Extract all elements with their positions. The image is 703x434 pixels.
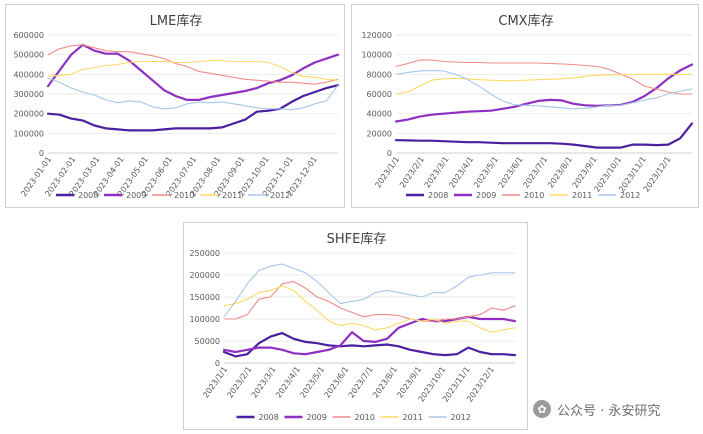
shfe-legend-label-2010: 2010: [355, 413, 375, 422]
shfe-ytick-label: 50000: [195, 337, 220, 346]
lme-legend-label-2012: 2012: [270, 191, 290, 200]
cmx-ytick-label: 60000: [367, 90, 392, 99]
watermark: ✿ 公众号 · 永安研究: [533, 398, 701, 420]
cmx-ytick-label: 100000: [361, 51, 392, 60]
shfe-ytick-label: 200000: [189, 271, 220, 280]
shfe-legend-label-2011: 2011: [403, 413, 423, 422]
lme-ytick-label: 400000: [13, 70, 44, 79]
cmx-legend-label-2010: 2010: [524, 191, 544, 200]
cmx-series-2009: [394, 63, 694, 123]
shfe-chart-panel: SHFE库存 0 50000 100000 150000 200000 250000 2023…: [183, 222, 528, 430]
wechat-icon: ✿: [533, 400, 551, 418]
cmx-series-2008: [394, 122, 694, 149]
cmx-legend-label-2008: 2008: [428, 191, 448, 200]
lme-series-2010: [47, 44, 339, 85]
cmx-legend-label-2012: 2012: [620, 191, 640, 200]
shfe-chart: SHFE库存0500001000001500002000002500002023…: [189, 231, 517, 422]
watermark-text: 公众号 · 永安研究: [557, 403, 661, 419]
shfe-ytick-label: 100000: [189, 315, 220, 324]
lme-legend-label-2009: 2009: [126, 191, 146, 200]
cmx-series-2012: [395, 69, 693, 110]
lme-legend-label-2011: 2011: [222, 191, 242, 200]
lme-series-2011: [47, 60, 339, 81]
lme-title: LME库存: [150, 13, 203, 29]
cmx-chart: CMX库存 0 20000 40000 60000 80000 100000 120000 20…: [361, 13, 694, 200]
lme-legend-label-2010: 2010: [174, 191, 194, 200]
lme-ytick-label: 100000: [13, 129, 44, 138]
cmx-title: CMX库存: [498, 13, 553, 29]
shfe-legend-label-2008: 2008: [259, 413, 279, 422]
lme-series-2008: [46, 84, 340, 132]
cmx-ytick-label: 40000: [367, 110, 392, 119]
shfe-ytick-label: 150000: [189, 293, 220, 302]
lme-chart: LME库存 0 100000 200000 300000 400000 500000 6000…: [13, 13, 340, 200]
shfe-series-2011: [223, 285, 516, 333]
lme-legend-label-2008: 2008: [78, 191, 98, 200]
cmx-series-2011: [395, 73, 693, 95]
shfe-series-2008: [222, 331, 517, 358]
shfe-series-2012: [223, 263, 516, 318]
shfe-title: SHFE库存: [327, 231, 387, 247]
lme-ytick-label: 600000: [13, 31, 44, 40]
lme-ytick-label: 200000: [13, 110, 44, 119]
shfe-legend-label-2012: 2012: [451, 413, 471, 422]
cmx-ytick-label: 0: [387, 149, 392, 158]
cmx-legend-label-2009: 2009: [476, 191, 496, 200]
cmx-ytick-label: 120000: [361, 31, 392, 40]
lme-ytick-label: 300000: [13, 90, 44, 99]
cmx-ytick-label: 80000: [367, 70, 392, 79]
shfe-legend-label-2009: 2009: [307, 413, 327, 422]
shfe-ytick-label: 250000: [189, 249, 220, 258]
shfe-ytick-label: 0: [215, 359, 220, 368]
cmx-legend-label-2011: 2011: [572, 191, 592, 200]
lme-ytick-label: 500000: [13, 51, 44, 60]
shfe-series-2010: [223, 281, 516, 322]
lme-series-2012: [47, 77, 339, 111]
lme-chart-panel: LME库存 0 100000 200000 300000 400000 500000 6000…: [5, 4, 345, 208]
lme-series-2009: [46, 43, 340, 102]
cmx-ytick-label: 20000: [367, 129, 392, 138]
cmx-series-2010: [395, 59, 693, 95]
cmx-chart-panel: CMX库存 0 20000 40000 60000 80000 100000 120000 20…: [351, 4, 699, 208]
lme-ytick-label: 0: [39, 149, 44, 158]
